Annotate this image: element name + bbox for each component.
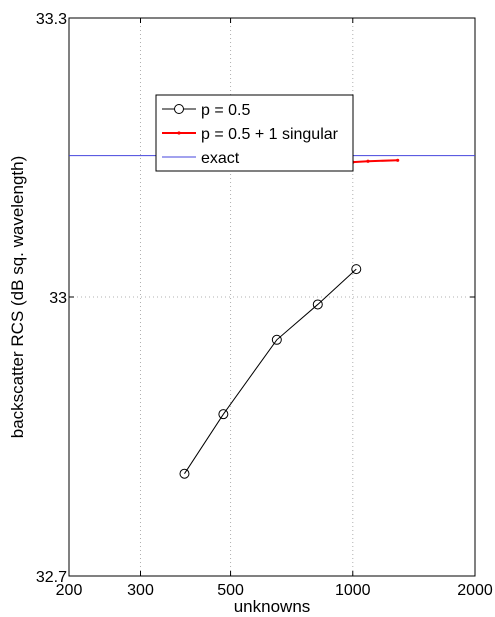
- data-point: [351, 264, 362, 275]
- data-point: [271, 334, 282, 345]
- x-tick-label: 500: [217, 582, 244, 599]
- plot-frame: [68, 17, 476, 577]
- x-tick-label: 1000: [335, 582, 371, 599]
- series-line-0: [184, 268, 357, 474]
- x-tick-label: 2000: [457, 582, 493, 599]
- data-point: [396, 158, 400, 162]
- x-tick-label: 200: [56, 582, 83, 599]
- y-tick-label: 33: [49, 290, 67, 307]
- data-point: [218, 409, 229, 420]
- data-point: [312, 299, 323, 310]
- legend-marker: [177, 131, 181, 135]
- y-tick-label: 32.7: [36, 569, 67, 586]
- axes: 200 300 500 1000 2000 32.7 33 33.3: [36, 11, 493, 599]
- legend-label: exact: [201, 150, 240, 167]
- x-axis-label: unknowns: [234, 597, 311, 616]
- legend-marker: [174, 104, 184, 114]
- legend-label: p = 0.5 + 1 singular: [201, 126, 339, 143]
- legend-label: p = 0.5: [201, 102, 250, 119]
- y-tick-label: 33.3: [36, 11, 67, 28]
- y-axis-label: backscatter RCS (dB sq. wavelength): [8, 156, 27, 439]
- x-tick-label: 300: [127, 582, 154, 599]
- legend: p = 0.5 p = 0.5 + 1 singular exact: [155, 94, 354, 172]
- data-point: [366, 159, 370, 163]
- data-point: [179, 468, 190, 479]
